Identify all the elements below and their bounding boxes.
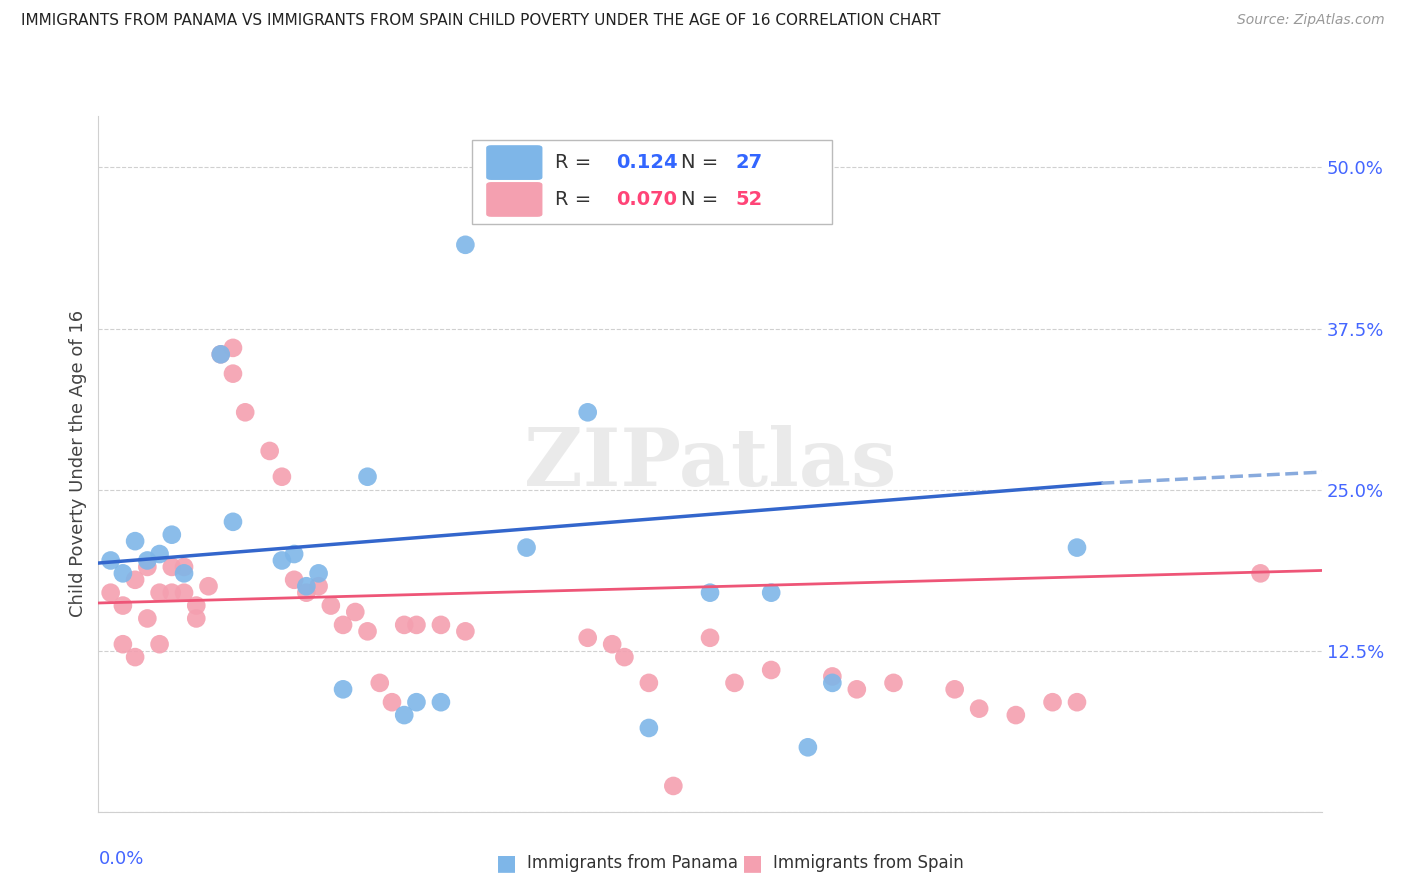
Point: [845, 682, 868, 697]
Point: [392, 708, 416, 723]
Text: R =: R =: [555, 190, 598, 209]
Text: 0.0%: 0.0%: [98, 850, 143, 868]
Point: [332, 618, 354, 632]
Point: [1249, 566, 1271, 581]
Y-axis label: Child Poverty Under the Age of 16: Child Poverty Under the Age of 16: [69, 310, 87, 617]
Point: [149, 637, 172, 651]
Text: Source: ZipAtlas.com: Source: ZipAtlas.com: [1237, 13, 1385, 28]
Point: [759, 663, 782, 677]
Point: [430, 618, 453, 632]
Text: ■: ■: [742, 854, 762, 873]
Point: [883, 676, 905, 690]
Point: [516, 541, 538, 555]
Point: [308, 579, 330, 593]
Point: [600, 637, 623, 651]
Point: [136, 560, 159, 574]
Text: 52: 52: [735, 190, 763, 209]
Point: [1066, 695, 1088, 709]
Text: 0.124: 0.124: [616, 153, 678, 172]
Point: [356, 469, 378, 483]
Point: [576, 631, 599, 645]
Point: [197, 579, 219, 593]
Point: [759, 585, 782, 599]
Text: 0.070: 0.070: [616, 190, 676, 209]
Point: [405, 618, 427, 632]
Point: [259, 444, 281, 458]
Text: N =: N =: [681, 190, 724, 209]
Point: [136, 553, 159, 567]
FancyBboxPatch shape: [471, 140, 832, 224]
Point: [100, 553, 122, 567]
Point: [233, 405, 256, 419]
Point: [160, 585, 183, 599]
Point: [173, 560, 195, 574]
Point: [1066, 541, 1088, 555]
Point: [1042, 695, 1064, 709]
Point: [186, 599, 208, 613]
Point: [283, 547, 305, 561]
Point: [124, 650, 146, 665]
Point: [821, 676, 844, 690]
Point: [111, 637, 134, 651]
Point: [283, 573, 305, 587]
Point: [100, 585, 122, 599]
Point: [319, 599, 342, 613]
Point: [368, 676, 391, 690]
Point: [173, 585, 195, 599]
Point: [209, 347, 232, 361]
Text: R =: R =: [555, 153, 598, 172]
Point: [186, 611, 208, 625]
Point: [723, 676, 745, 690]
Point: [173, 566, 195, 581]
Point: [821, 669, 844, 683]
Point: [613, 650, 636, 665]
Point: [270, 553, 292, 567]
Point: [270, 469, 292, 483]
Point: [576, 405, 599, 419]
Text: Immigrants from Panama: Immigrants from Panama: [527, 855, 738, 872]
FancyBboxPatch shape: [486, 145, 543, 180]
Text: IMMIGRANTS FROM PANAMA VS IMMIGRANTS FROM SPAIN CHILD POVERTY UNDER THE AGE OF 1: IMMIGRANTS FROM PANAMA VS IMMIGRANTS FRO…: [21, 13, 941, 29]
Point: [222, 341, 245, 355]
Point: [111, 599, 134, 613]
Point: [124, 573, 146, 587]
Point: [797, 740, 820, 755]
Text: ■: ■: [496, 854, 516, 873]
FancyBboxPatch shape: [486, 182, 543, 217]
Point: [943, 682, 966, 697]
Point: [222, 367, 245, 381]
Point: [381, 695, 404, 709]
Point: [699, 631, 721, 645]
Point: [454, 237, 477, 252]
Text: 27: 27: [735, 153, 763, 172]
Text: Immigrants from Spain: Immigrants from Spain: [773, 855, 965, 872]
Point: [111, 566, 134, 581]
Point: [222, 515, 245, 529]
Point: [662, 779, 685, 793]
Point: [1004, 708, 1026, 723]
Point: [430, 695, 453, 709]
Point: [332, 682, 354, 697]
Point: [344, 605, 367, 619]
Point: [160, 527, 183, 541]
Point: [295, 585, 318, 599]
Point: [637, 676, 661, 690]
Point: [136, 611, 159, 625]
Point: [308, 566, 330, 581]
Text: N =: N =: [681, 153, 724, 172]
Point: [124, 534, 146, 549]
Point: [356, 624, 378, 639]
Point: [160, 560, 183, 574]
Point: [454, 624, 477, 639]
Point: [405, 695, 427, 709]
Point: [699, 585, 721, 599]
Point: [967, 701, 990, 715]
Point: [392, 618, 416, 632]
Text: ZIPatlas: ZIPatlas: [524, 425, 896, 503]
Point: [295, 579, 318, 593]
Point: [637, 721, 661, 735]
Point: [209, 347, 232, 361]
Point: [149, 547, 172, 561]
Point: [149, 585, 172, 599]
